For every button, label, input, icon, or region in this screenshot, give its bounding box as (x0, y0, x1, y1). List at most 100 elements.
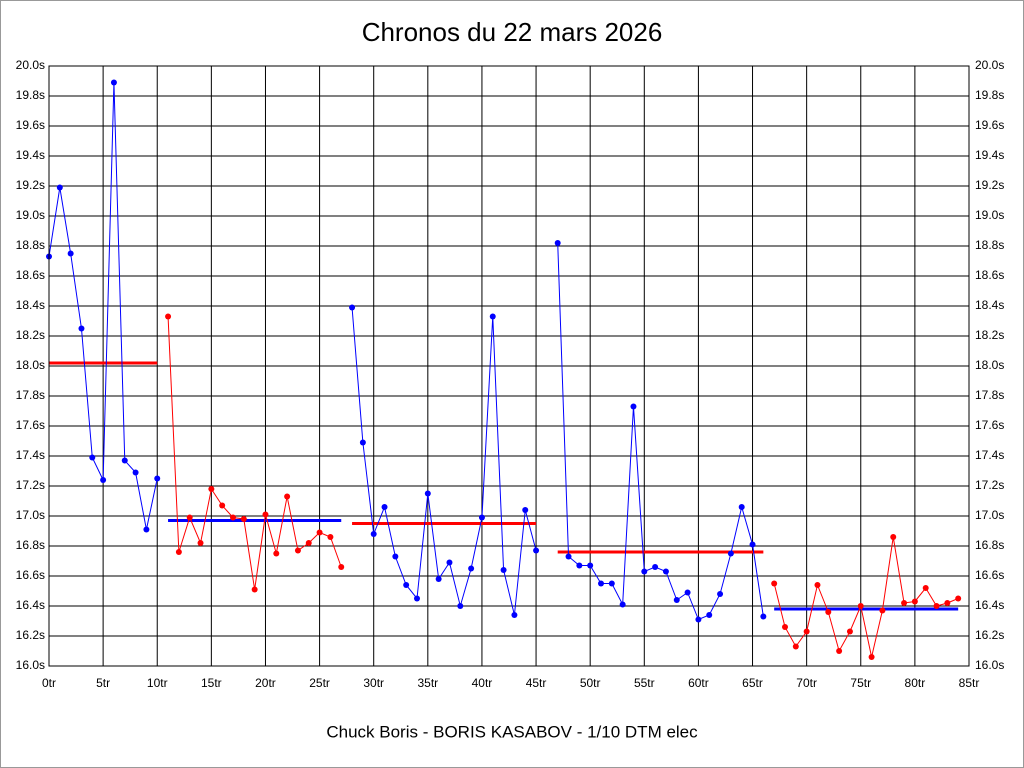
data-point (576, 562, 583, 569)
y-tick-label: 19.0s (16, 208, 45, 222)
data-point (511, 612, 518, 618)
data-point (240, 516, 247, 522)
data-point (403, 582, 410, 588)
data-point (230, 514, 236, 521)
data-point (294, 547, 301, 554)
data-point (197, 540, 204, 546)
y-tick-label: 18.0s (16, 358, 45, 372)
data-point (457, 603, 464, 609)
y2-tick-label: 18.0s (975, 358, 1004, 372)
plot-border (48, 65, 970, 667)
data-point (922, 585, 929, 591)
y-tick-label: 20.0s (16, 58, 45, 72)
y-tick-label: 19.6s (16, 118, 45, 132)
data-point (56, 184, 63, 191)
data-point (803, 628, 810, 635)
x-tick-label: 65tr (742, 676, 763, 690)
data-point (121, 457, 128, 464)
y-tick-label: 19.8s (16, 88, 45, 102)
data-point (662, 568, 669, 575)
x-tick-label: 10tr (147, 676, 168, 690)
data-point (598, 580, 604, 587)
y2-tick-label: 18.6s (975, 268, 1004, 282)
series-line (351, 307, 537, 616)
data-point (868, 654, 875, 660)
data-point (186, 514, 193, 521)
y-tick-label: 16.8s (16, 538, 45, 552)
grid: 16.0s 16.0s 16.2s 16.2s 16.4s 16.4s 16.6s 16.6s… (16, 58, 1005, 690)
data-point (359, 439, 366, 446)
data-point (641, 568, 648, 575)
data-point (165, 313, 172, 320)
y2-tick-label: 18.8s (975, 238, 1004, 252)
data-point (468, 565, 475, 572)
y2-tick-label: 17.4s (975, 448, 1004, 462)
y-tick-label: 18.4s (16, 298, 45, 312)
data-point (175, 549, 182, 555)
data-point (955, 595, 962, 602)
data-point (587, 562, 594, 569)
data-point (435, 576, 442, 582)
y-tick-label: 19.4s (16, 148, 45, 162)
data-point (424, 490, 431, 497)
data-point (608, 580, 615, 587)
y2-tick-label: 19.0s (975, 208, 1004, 222)
data-point (857, 603, 864, 609)
y-tick-label: 16.0s (16, 658, 45, 672)
y-tick-label: 18.2s (16, 328, 45, 342)
y2-tick-label: 17.8s (975, 388, 1004, 402)
data-point (370, 531, 377, 537)
chart-title: Chronos du 22 mars 2026 (362, 17, 663, 47)
data-point (814, 582, 821, 588)
x-tick-label: 45tr (526, 676, 547, 690)
data-point (414, 595, 420, 602)
data-point (630, 403, 637, 410)
x-tick-label: 25tr (309, 676, 330, 690)
x-tick-label: 80tr (905, 676, 926, 690)
x-axis-label: Chuck Boris - BORIS KASABOV - 1/10 DTM e… (326, 722, 698, 741)
data-point (219, 502, 226, 509)
data-point (338, 564, 345, 570)
y2-tick-label: 16.2s (975, 628, 1004, 642)
x-tick-label: 60tr (688, 676, 709, 690)
y2-tick-label: 17.2s (975, 478, 1004, 492)
data-point (846, 628, 853, 635)
y-tick-label: 18.8s (16, 238, 45, 252)
data-point (749, 541, 756, 548)
x-tick-label: 40tr (472, 676, 493, 690)
y2-tick-label: 17.0s (975, 508, 1004, 522)
data-point (78, 325, 85, 332)
y2-tick-label: 19.8s (975, 88, 1004, 102)
data-point (565, 553, 572, 560)
x-tick-label: 50tr (580, 676, 601, 690)
data-point (316, 529, 323, 536)
data-point (154, 475, 161, 482)
data-point (132, 469, 139, 476)
y2-tick-label: 16.6s (975, 568, 1004, 582)
data-point (349, 304, 356, 311)
x-tick-label: 75tr (850, 676, 871, 690)
y2-tick-label: 20.0s (975, 58, 1004, 72)
data-point (879, 607, 886, 614)
data-point (933, 603, 940, 609)
x-tick-label: 30tr (363, 676, 384, 690)
y-tick-label: 17.8s (16, 388, 45, 402)
data-point (208, 486, 215, 492)
data-point (782, 624, 788, 630)
x-tick-label: 20tr (255, 676, 276, 690)
y2-tick-label: 19.4s (975, 148, 1004, 162)
data-point (446, 559, 453, 566)
data-point (727, 550, 734, 557)
data-point (652, 564, 659, 570)
x-tick-label: 70tr (796, 676, 817, 690)
data-point (684, 589, 691, 596)
data-point (100, 477, 107, 483)
data-point (284, 493, 291, 500)
data-point (944, 600, 951, 606)
data-point (760, 613, 767, 620)
data-point (89, 454, 96, 461)
series-line (773, 536, 959, 658)
x-tick-label: 15tr (201, 676, 222, 690)
